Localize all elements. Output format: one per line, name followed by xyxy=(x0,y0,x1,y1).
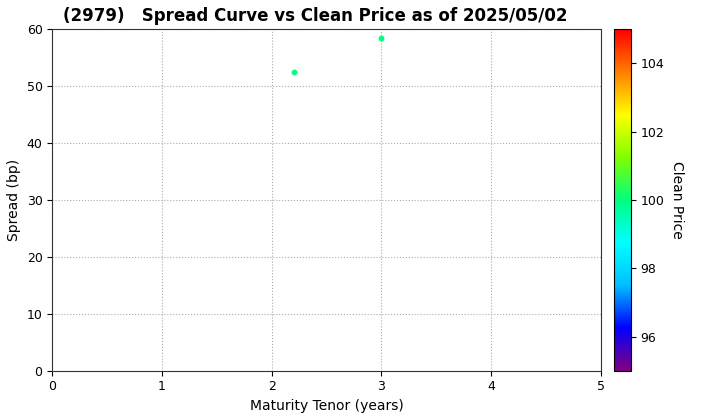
Point xyxy=(288,68,300,75)
Text: (2979)   Spread Curve vs Clean Price as of 2025/05/02: (2979) Spread Curve vs Clean Price as of… xyxy=(63,7,567,25)
Y-axis label: Spread (bp): Spread (bp) xyxy=(7,159,21,241)
Y-axis label: Clean Price: Clean Price xyxy=(670,161,684,239)
X-axis label: Maturity Tenor (years): Maturity Tenor (years) xyxy=(250,399,403,413)
Point xyxy=(376,34,387,41)
